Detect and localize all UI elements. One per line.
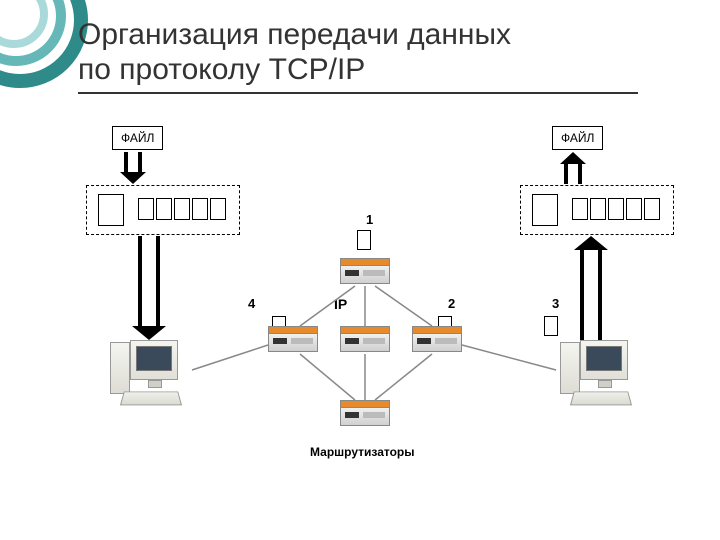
packet-small <box>192 198 208 220</box>
label-3: 3 <box>552 296 559 311</box>
file-box-right: ФАЙЛ <box>552 126 603 150</box>
router-right <box>412 326 462 354</box>
packet-small <box>174 198 190 220</box>
router-top <box>340 258 390 286</box>
packet-small <box>590 198 606 220</box>
label-4: 4 <box>248 296 255 311</box>
label-2: 2 <box>448 296 455 311</box>
packet-small <box>626 198 642 220</box>
title-line1: Организация передачи данных <box>78 18 511 51</box>
packet-row-left <box>138 198 226 220</box>
slide: Организация передачи данных по протоколу… <box>0 0 720 540</box>
file-box-left: ФАЙЛ <box>112 126 163 150</box>
label-1: 1 <box>366 212 373 227</box>
router-left <box>268 326 318 354</box>
slide-title: Организация передачи данных по протоколу… <box>78 18 511 87</box>
packet-small <box>608 198 624 220</box>
packet-icon <box>544 316 558 336</box>
packet-small <box>572 198 588 220</box>
label-ip: IP <box>334 296 347 312</box>
packet-small <box>156 198 172 220</box>
router-middle <box>340 326 390 354</box>
packet-small <box>210 198 226 220</box>
packet-icon <box>357 230 371 250</box>
pc-right <box>560 340 640 410</box>
routers-label: Маршрутизаторы <box>310 445 415 459</box>
packet-row-right <box>572 198 660 220</box>
router-bottom <box>340 400 390 428</box>
title-underline <box>78 92 638 94</box>
packet-small <box>644 198 660 220</box>
packet-small <box>138 198 154 220</box>
title-line2: по протоколу TCP/IP <box>78 53 365 86</box>
pc-left <box>110 340 190 410</box>
packet-big-left <box>98 194 124 226</box>
packet-big-right <box>532 194 558 226</box>
